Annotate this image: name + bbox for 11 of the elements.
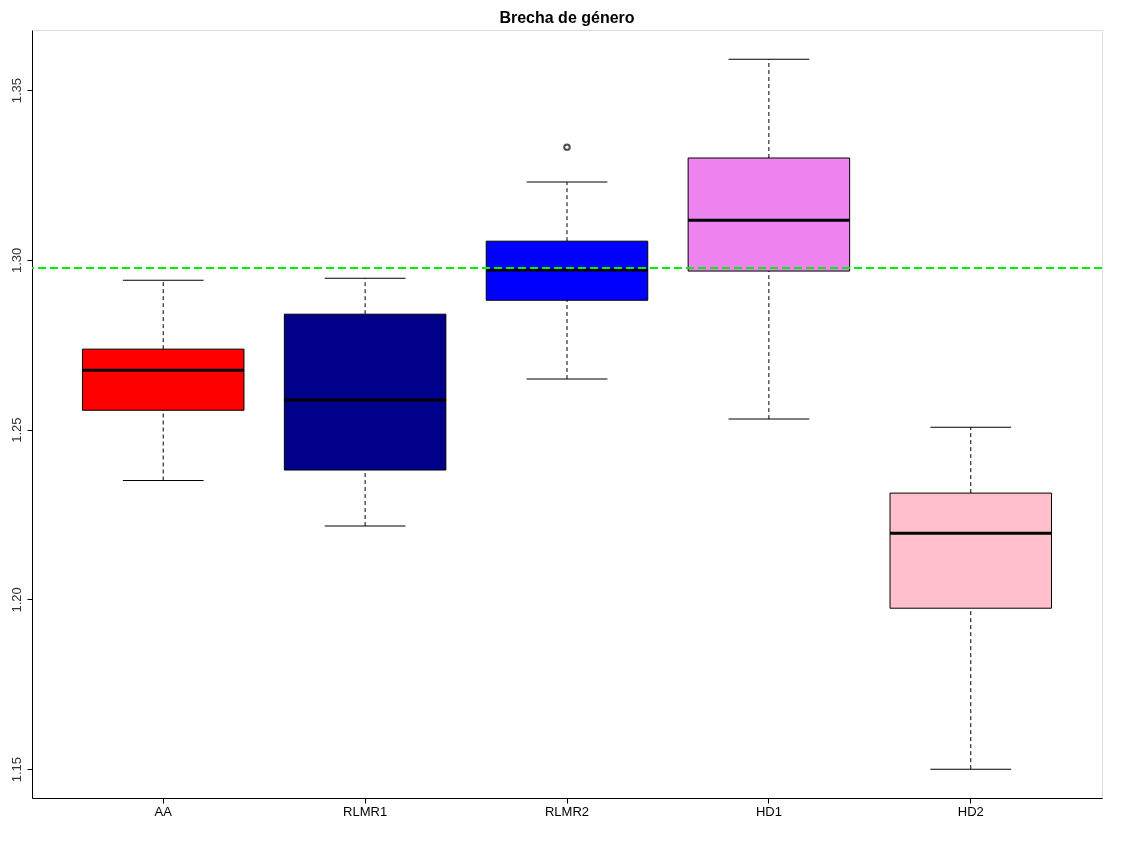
chart-title: Brecha de género [499, 9, 635, 26]
x-tick-label: AA [154, 803, 173, 819]
y-tick-label: 1.15 [8, 756, 24, 783]
y-tick-label: 1.20 [8, 587, 24, 613]
x-tick-label: HD1 [755, 803, 782, 819]
x-tick-label: HD2 [957, 803, 984, 819]
y-tick-label: 1.25 [8, 417, 24, 443]
y-tick-label: 1.35 [8, 77, 24, 104]
x-tick-label: RLMR1 [343, 803, 388, 819]
y-tick-label: 1.30 [8, 247, 24, 274]
x-tick-label: RLMR2 [544, 803, 590, 819]
